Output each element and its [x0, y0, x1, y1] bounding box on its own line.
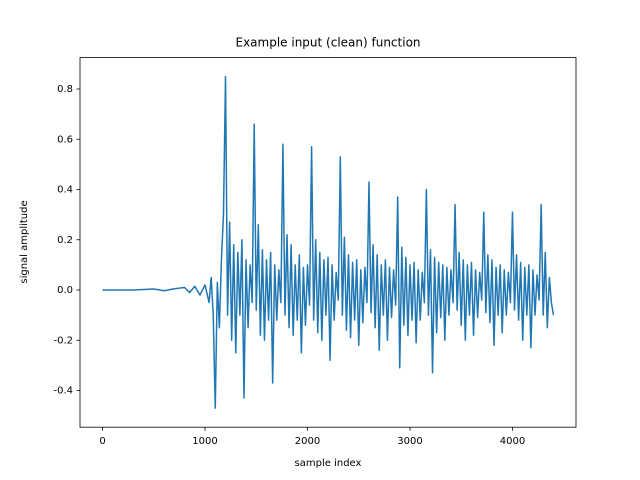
x-tick-label: 1000	[192, 436, 217, 447]
y-axis-label: signal amplitude	[19, 200, 30, 283]
x-tick-label: 4000	[500, 436, 525, 447]
y-tick-label: 0.8	[57, 84, 73, 95]
plot-frame	[79, 57, 577, 428]
y-tick-label: 0.0	[57, 285, 73, 296]
x-axis-label: sample index	[295, 458, 362, 469]
y-tick-label: 0.4	[57, 185, 73, 196]
x-tick-label: 3000	[397, 436, 422, 447]
x-tick-label: 2000	[295, 436, 320, 447]
x-tick-label: 0	[99, 436, 105, 447]
y-tick-label: -0.2	[53, 335, 73, 346]
y-tick-label: -0.4	[53, 386, 73, 397]
chart-title: Example input (clean) function	[235, 36, 420, 50]
data-line	[102, 75, 555, 409]
y-tick-label: 0.2	[57, 235, 73, 246]
y-tick-label: 0.6	[57, 134, 73, 145]
